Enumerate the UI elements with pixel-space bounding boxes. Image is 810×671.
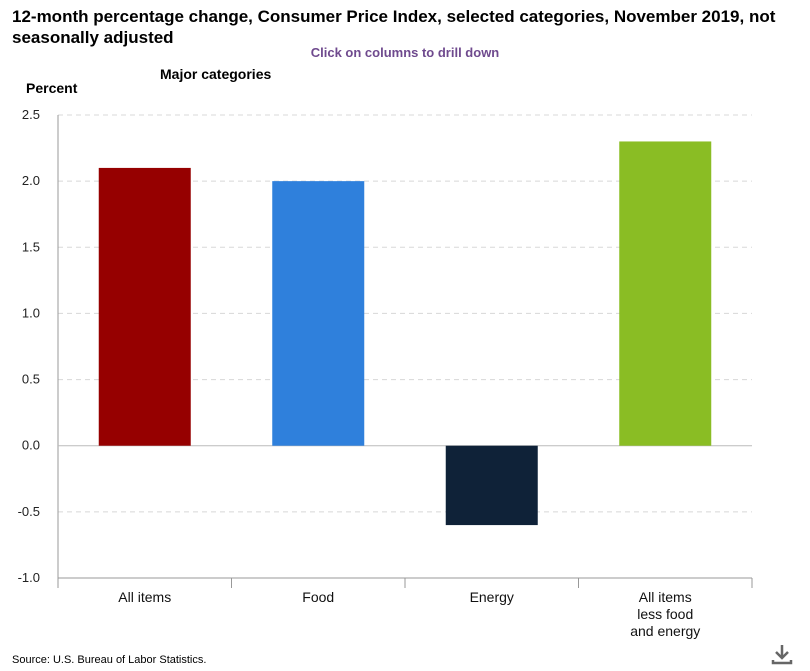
x-tick-label: and energy [630, 623, 700, 639]
y-tick-label: 2.5 [22, 107, 40, 122]
bar[interactable] [619, 141, 712, 446]
bar[interactable] [272, 181, 365, 446]
x-tick-label: less food [637, 606, 693, 622]
x-tick-label: All items [118, 589, 171, 605]
y-tick-label: -1.0 [18, 570, 40, 585]
y-tick-label: 1.0 [22, 305, 40, 320]
x-tick-label: All items [639, 589, 692, 605]
y-axis-label: Percent [26, 80, 78, 96]
chart-title: 12-month percentage change, Consumer Pri… [12, 7, 776, 47]
source-note: Source: U.S. Bureau of Labor Statistics. [12, 654, 207, 666]
y-tick-label: 0.5 [22, 372, 40, 387]
y-tick-label: 2.0 [22, 173, 40, 188]
bar[interactable] [98, 167, 191, 446]
y-tick-label: 1.5 [22, 239, 40, 254]
drilldown-hint: Click on columns to drill down [310, 45, 500, 60]
x-tick-label: Food [302, 589, 334, 605]
y-tick-label: -0.5 [18, 504, 40, 519]
y-tick-label: 0.0 [22, 438, 40, 453]
x-tick-label: Energy [470, 589, 514, 605]
chart-subtitle: Major categories [160, 66, 272, 82]
download-icon[interactable] [770, 642, 794, 666]
bar[interactable] [445, 445, 538, 526]
